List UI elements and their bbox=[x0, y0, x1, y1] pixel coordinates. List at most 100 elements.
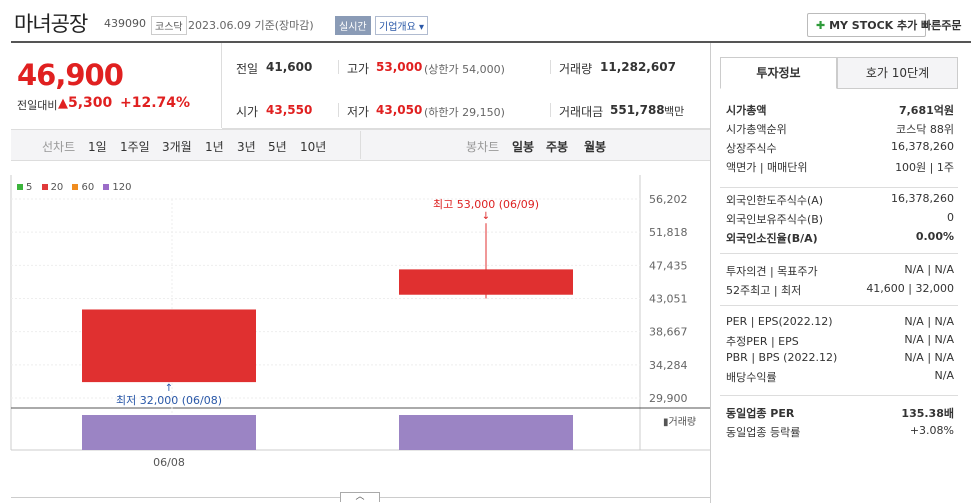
y-tick-label: 38,667 bbox=[649, 326, 688, 339]
section-divider bbox=[720, 187, 958, 188]
info-label[interactable]: 배당수익률 bbox=[726, 371, 777, 384]
annotations: 최고 53,000 (06/09)↓ ↑최저 32,000 (06/08) bbox=[116, 198, 539, 407]
realtime-button[interactable]: 실시간 bbox=[335, 16, 371, 35]
info-label[interactable]: 동일업종 등락률 bbox=[726, 426, 801, 439]
info-value: 41,600 | 32,000 bbox=[866, 282, 954, 295]
legend-ma5: 5 bbox=[26, 182, 33, 193]
open-value: 43,550 bbox=[266, 103, 313, 117]
open-label: 시가 bbox=[236, 105, 259, 119]
info-value: 135.38배 bbox=[901, 407, 954, 420]
info-value: 7,681억원 bbox=[898, 104, 954, 117]
legend-ma20: 20 bbox=[50, 182, 64, 193]
upper-limit: (상한가 54,000) bbox=[424, 63, 505, 76]
legend-ma60: 60 bbox=[81, 182, 95, 193]
info-value: 100원 | 1주 bbox=[895, 161, 954, 174]
info-label[interactable]: 상장주식수 bbox=[726, 142, 777, 155]
info-value: +3.08% bbox=[909, 424, 954, 437]
candle-weekly[interactable]: 주봉 bbox=[546, 140, 569, 154]
line-chart-label: 선차트 bbox=[42, 140, 76, 154]
y-tick-label: 43,051 bbox=[649, 293, 688, 306]
y-axis-ticks: 56,202 51,818 47,435 43,051 38,667 34,284 29,9… bbox=[649, 193, 688, 405]
candle-monthly[interactable]: 월봉 bbox=[584, 140, 607, 154]
info-value: N/A | N/A bbox=[904, 263, 954, 276]
high-arrow-icon: ↓ bbox=[482, 211, 490, 222]
separator bbox=[550, 103, 551, 117]
period-1y[interactable]: 1년 bbox=[205, 140, 224, 154]
period-1w[interactable]: 1주일 bbox=[120, 140, 150, 154]
info-value: 0.00% bbox=[915, 230, 954, 243]
separator bbox=[550, 60, 551, 74]
add-my-stock-button[interactable]: ✚ MY STOCK 추가 bbox=[807, 13, 927, 37]
info-value: 16,378,260 bbox=[891, 192, 954, 205]
legend-swatch-ma120 bbox=[103, 184, 110, 190]
info-value: 0 bbox=[947, 211, 954, 224]
volume-label: 거래량 bbox=[559, 62, 593, 76]
company-overview-label: 기업개요 bbox=[379, 22, 416, 33]
lower-limit: (하한가 29,150) bbox=[424, 106, 505, 119]
current-price: 46,900 bbox=[17, 58, 124, 92]
info-label[interactable]: 외국인보유주식수(B) bbox=[726, 213, 824, 226]
collapse-button[interactable]: ︿ bbox=[340, 492, 380, 502]
info-value: N/A bbox=[934, 369, 954, 382]
info-label[interactable]: 52주최고 | 최저 bbox=[726, 284, 802, 297]
trade-value: 551,788 bbox=[610, 103, 665, 117]
period-1d[interactable]: 1일 bbox=[88, 140, 107, 154]
period-3y[interactable]: 3년 bbox=[237, 140, 256, 154]
period-divider bbox=[360, 131, 361, 159]
company-overview-dropdown[interactable]: 기업개요 ▾ bbox=[375, 16, 429, 35]
stock-name: 마녀공장 bbox=[14, 12, 88, 36]
volume-bar bbox=[399, 415, 573, 450]
section-divider bbox=[720, 395, 958, 396]
date-label: 2023.06.09 기준(장마감) bbox=[188, 19, 314, 32]
section-divider bbox=[720, 253, 958, 254]
low-value: 43,050 bbox=[376, 103, 423, 117]
info-label[interactable]: 액면가 | 매매단위 bbox=[726, 161, 808, 174]
prev-close-label: 전일 bbox=[236, 62, 259, 76]
low-arrow-icon: ↑ bbox=[165, 383, 173, 394]
high-label: 고가 bbox=[347, 62, 370, 76]
legend-swatch-ma20 bbox=[41, 184, 48, 190]
legend-swatch-ma60 bbox=[72, 184, 79, 190]
chart-grid bbox=[10, 175, 710, 451]
separator bbox=[338, 60, 339, 74]
info-label[interactable]: 외국인소진율(B/A) bbox=[726, 232, 818, 245]
info-label[interactable]: 시가총액순위 bbox=[726, 123, 787, 136]
info-label[interactable]: 추정PER | EPS bbox=[726, 335, 799, 348]
y-tick-label: 56,202 bbox=[649, 193, 688, 206]
change-amount: ▲5,300 bbox=[58, 95, 112, 111]
change-label: 전일대비 bbox=[17, 99, 58, 112]
quick-order-link[interactable]: 빠른주문 bbox=[921, 19, 962, 32]
tab-invest-info[interactable]: 투자정보 bbox=[720, 57, 837, 89]
legend-ma120: 120 bbox=[112, 182, 132, 193]
info-value: N/A | N/A bbox=[904, 333, 954, 346]
info-label[interactable]: 투자의견 | 목표주가 bbox=[726, 265, 818, 278]
candle-body bbox=[399, 269, 573, 295]
info-label[interactable]: PER | EPS(2022.12) bbox=[726, 315, 833, 328]
section-divider bbox=[720, 305, 958, 306]
candle-daily[interactable]: 일봉 bbox=[512, 140, 535, 154]
y-tick-label: 47,435 bbox=[649, 259, 688, 272]
price-box bbox=[11, 43, 222, 128]
add-my-stock-label: MY STOCK 추가 bbox=[829, 19, 918, 32]
info-value: 16,378,260 bbox=[891, 140, 954, 153]
period-3m[interactable]: 3개월 bbox=[162, 140, 192, 154]
trade-value-unit: 백만 bbox=[664, 105, 685, 118]
candles bbox=[82, 223, 573, 383]
info-label[interactable]: PBR | BPS (2022.12) bbox=[726, 351, 838, 364]
high-value: 53,000 bbox=[376, 60, 423, 74]
legend-swatch-ma5 bbox=[17, 184, 23, 190]
info-label[interactable]: 외국인한도주식수(A) bbox=[726, 194, 824, 207]
stats-divider bbox=[222, 128, 711, 129]
y-tick-label: 51,818 bbox=[649, 226, 688, 239]
header-divider bbox=[11, 41, 971, 43]
volume-bar bbox=[82, 415, 256, 450]
info-value: 코스닥 88위 bbox=[896, 123, 954, 136]
trade-value-label: 거래대금 bbox=[559, 105, 604, 119]
period-10y[interactable]: 10년 bbox=[300, 140, 327, 154]
tab-orderbook[interactable]: 호가 10단계 bbox=[837, 57, 958, 89]
market-badge: 코스닥 bbox=[151, 16, 187, 35]
separator bbox=[338, 103, 339, 117]
period-5y[interactable]: 5년 bbox=[268, 140, 287, 154]
info-label[interactable]: 시가총액 bbox=[726, 104, 767, 117]
info-label[interactable]: 동일업종 PER bbox=[726, 407, 795, 420]
